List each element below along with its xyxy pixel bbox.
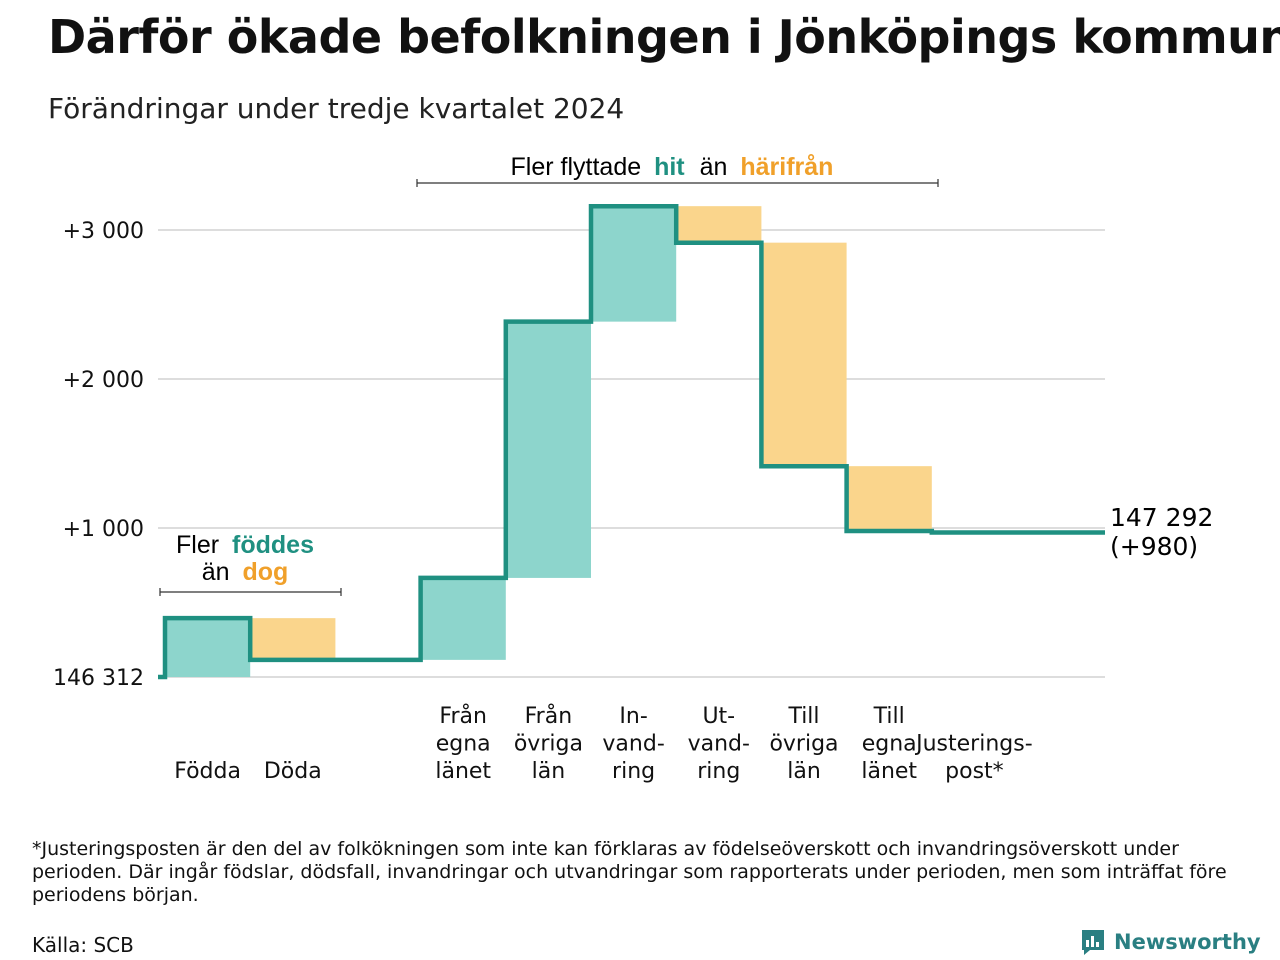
bar-fodda xyxy=(165,618,251,677)
births-annotation: Fler föddes än dog xyxy=(159,531,342,596)
migration-annotation-mid: än xyxy=(700,153,728,181)
newsworthy-logo-icon xyxy=(1082,930,1104,955)
x-label-till_ovriga: län xyxy=(787,759,821,784)
x-label-fran_egna: egna xyxy=(436,732,491,757)
x-label-invandring: In- xyxy=(619,704,647,729)
x-label-fran_ovriga: Från xyxy=(525,703,573,729)
svg-text:Fler flyttade hit: Fler flyttade hit än härifrån xyxy=(511,153,834,181)
cumulative-step-line xyxy=(158,203,1105,680)
bar-fran_ovriga xyxy=(505,321,591,578)
brand-logo: Newsworthy xyxy=(1080,928,1261,956)
x-label-utvandring: Ut- xyxy=(702,704,735,729)
y-tick-label: +2 000 xyxy=(63,368,144,393)
y-tick-label: 146 312 xyxy=(53,666,144,691)
bar-doda xyxy=(250,618,336,660)
step-line xyxy=(158,203,1105,680)
chart-subtitle: Förändringar under tredje kvartalet 2024 xyxy=(48,92,625,125)
y-tick-label: +1 000 xyxy=(63,517,144,542)
bar-till_egna xyxy=(846,466,932,531)
x-label-fodda: Födda xyxy=(174,759,241,784)
bar-till_ovriga xyxy=(761,242,847,467)
x-label-utvandring: ring xyxy=(697,759,740,784)
x-label-fran_egna: Från xyxy=(439,703,487,729)
x-label-till_egna: Till xyxy=(873,704,905,729)
bar-invandring xyxy=(591,206,677,322)
svg-text:än dog: än dog xyxy=(202,558,289,586)
migration-annotation: Fler flyttade hit än härifrån xyxy=(416,153,939,187)
chart-title: Därför ökade befolkningen i Jönköpings k… xyxy=(48,10,1280,64)
footnote: *Justeringsposten är den del av folkökni… xyxy=(32,838,1227,906)
svg-text:Fler föddes: Fler föddes xyxy=(176,531,314,559)
births-annotation-dog: dog xyxy=(242,558,288,586)
waterfall-chart: 146 312 +1 000 +2 000 +3 000 Födda Döda Från e… xyxy=(53,153,1213,784)
births-annotation-mid: än xyxy=(202,558,230,586)
x-label-doda: Döda xyxy=(264,759,322,784)
bar-fran_egna xyxy=(420,577,506,660)
bar-utvandring xyxy=(676,206,762,243)
x-label-utvandring: vand- xyxy=(688,732,750,757)
births-annotation-pre: Fler xyxy=(176,531,219,559)
end-value-change: (+980) xyxy=(1110,532,1198,561)
x-axis-labels: Födda DödaFrånegnalänetFrånövrigalänIn-va… xyxy=(174,703,1032,784)
x-label-fran_egna: länet xyxy=(435,759,491,784)
migration-annotation-harifran: härifrån xyxy=(740,153,833,181)
bars xyxy=(165,206,932,677)
y-tick-label: +3 000 xyxy=(63,219,144,244)
x-label-justering: Justerings- xyxy=(914,732,1033,757)
x-label-till_ovriga: Till xyxy=(787,704,819,729)
x-label-invandring: vand- xyxy=(602,732,664,757)
end-value-label: 147 292 (+980) xyxy=(1110,503,1213,561)
x-label-till_egna: länet xyxy=(861,759,917,784)
x-label-till_ovriga: övriga xyxy=(769,732,838,757)
x-label-fran_ovriga: övriga xyxy=(514,732,583,757)
births-annotation-foddes: föddes xyxy=(232,531,314,559)
x-label-till_egna: egna xyxy=(862,732,917,757)
x-label-justering: post* xyxy=(945,759,1004,784)
y-axis: 146 312 +1 000 +2 000 +3 000 xyxy=(53,219,144,691)
source-label: Källa: SCB xyxy=(32,933,134,957)
x-label-fran_ovriga: län xyxy=(532,759,566,784)
x-label-invandring: ring xyxy=(612,759,655,784)
migration-annotation-hit: hit xyxy=(654,153,685,181)
brand-name: Newsworthy xyxy=(1114,930,1261,954)
end-value-total: 147 292 xyxy=(1110,503,1213,532)
migration-annotation-pre: Fler flyttade xyxy=(511,153,642,181)
